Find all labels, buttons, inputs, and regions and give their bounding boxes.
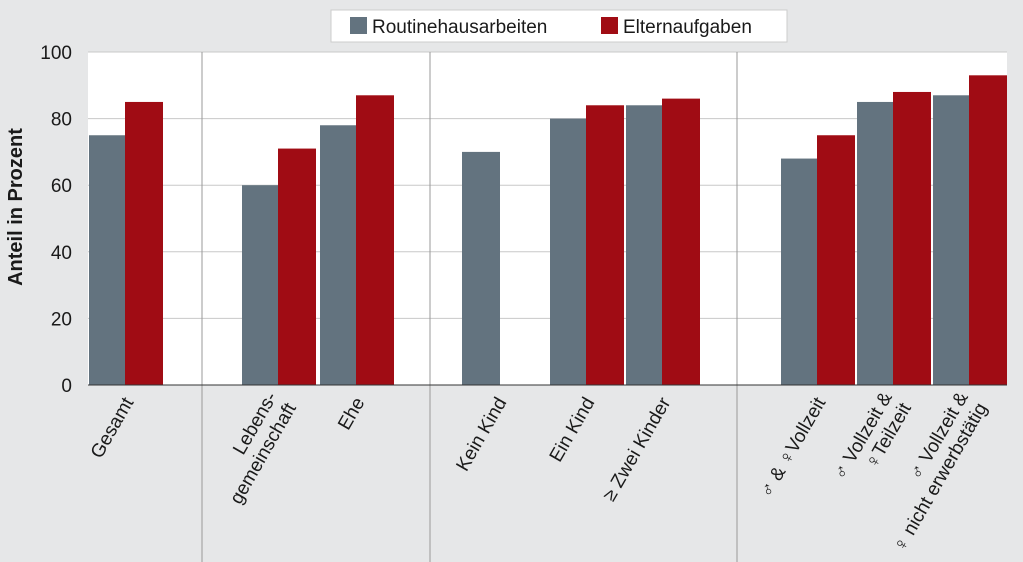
category-label: Ein Kind	[546, 394, 600, 466]
bar-elternaufgaben	[125, 101, 163, 385]
bar-elternaufgaben	[893, 91, 931, 386]
y-tick-labels: 0 20 40 60 80 100	[40, 43, 72, 397]
bar-elternaufgaben	[278, 148, 316, 385]
legend-box	[330, 9, 788, 43]
y-tick-label: 60	[51, 176, 72, 197]
category-label: Lebens-gemeinschaft	[207, 388, 301, 508]
category-label-line: Ehe	[334, 394, 369, 434]
bars	[89, 75, 1007, 386]
category-label: Ehe	[334, 394, 369, 434]
bar-elternaufgaben	[662, 98, 700, 386]
bar-elternaufgaben	[969, 75, 1007, 385]
group-separators	[201, 52, 738, 562]
bar-routinehausarbeiten	[781, 158, 819, 385]
bar-elternaufgaben	[817, 135, 855, 385]
category-label-line: ≥ Zwei Kinder	[599, 393, 676, 505]
y-tick-label: 80	[51, 110, 72, 131]
category-labels: Gesamt Lebens-gemeinschaft Ehe Kein Kind Ein…	[87, 388, 992, 556]
y-tick-label: 40	[51, 243, 72, 264]
category-label-line: Ein Kind	[546, 394, 600, 466]
y-tick-label: 100	[40, 43, 72, 64]
category-label-line: Kein Kind	[452, 394, 511, 475]
category-label-line: ♂ & ♀Vollzeit	[756, 393, 831, 501]
y-tick-label: 0	[61, 376, 72, 397]
legend-swatch	[350, 17, 367, 34]
category-label: ≥ Zwei Kinder	[599, 393, 676, 505]
bar-routinehausarbeiten	[462, 151, 500, 385]
bar-routinehausarbeiten	[626, 105, 664, 385]
y-axis-title: Anteil in Prozent	[5, 128, 27, 286]
bar-routinehausarbeiten	[550, 118, 588, 385]
category-label: Gesamt	[87, 393, 139, 462]
legend: Routinehausarbeiten Elternaufgaben	[330, 9, 788, 43]
category-label: ♂ & ♀Vollzeit	[756, 393, 831, 501]
bar-routinehausarbeiten	[89, 135, 127, 385]
category-label: ♂ Vollzeit &♀Teilzeit	[830, 388, 916, 495]
bar-elternaufgaben	[586, 105, 624, 385]
legend-label: Routinehausarbeiten	[372, 17, 547, 38]
bar-routinehausarbeiten	[242, 185, 280, 385]
bar-routinehausarbeiten	[857, 101, 895, 385]
y-tick-label: 20	[51, 309, 72, 330]
category-label: Kein Kind	[452, 394, 511, 475]
bar-routinehausarbeiten	[320, 125, 358, 385]
bar-routinehausarbeiten	[933, 95, 971, 385]
legend-label: Elternaufgaben	[623, 17, 752, 38]
legend-swatch	[601, 17, 618, 34]
category-label-line: Gesamt	[87, 393, 139, 462]
bar-elternaufgaben	[356, 95, 394, 385]
